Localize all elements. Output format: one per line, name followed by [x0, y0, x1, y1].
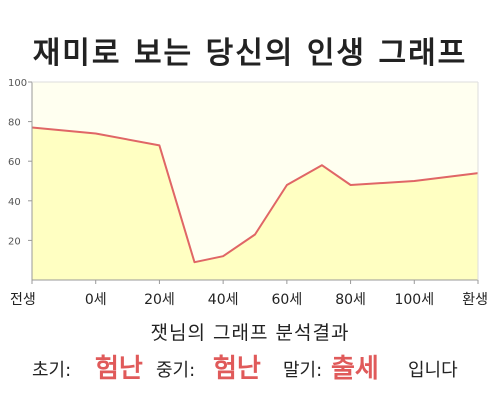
middle-stage-label: 중기:	[156, 360, 196, 381]
y-tick-label: 40	[8, 197, 21, 208]
y-tick-label: 60	[8, 157, 21, 168]
x-tick-label: 0세	[85, 292, 107, 308]
y-tick-label: 100	[8, 78, 27, 89]
early-stage-value: 험난	[95, 354, 143, 384]
x-tick-label: 20세	[144, 292, 175, 308]
x-tick-label: 전생	[10, 292, 36, 308]
x-tick-label: 환생	[462, 292, 488, 308]
analysis-title: 잿님의 그래프 분석결과	[150, 322, 350, 344]
x-tick-label: 60세	[272, 292, 303, 308]
life-graph-chart: 20 40 60 80 100 전생 0세 20세 40세 60세 80세 100세 환생	[8, 78, 488, 308]
x-tick-label: 100세	[394, 292, 434, 308]
late-stage-label: 말기:	[283, 360, 323, 381]
x-tick-label: 40세	[208, 292, 239, 308]
x-tick-label: 80세	[335, 292, 366, 308]
result-suffix: 입니다	[408, 360, 458, 381]
series-line	[31, 126, 479, 264]
late-stage-value: 출세	[331, 354, 379, 384]
analysis-summary: 초기: 험난 중기: 험난 말기: 출세 입니다	[0, 346, 500, 386]
early-stage-label: 초기:	[32, 360, 72, 381]
y-tick-label: 80	[8, 118, 21, 129]
series-area	[32, 127, 478, 280]
chart-title: 재미로 보는 당신의 인생 그래프	[32, 36, 468, 71]
middle-stage-value: 험난	[213, 354, 261, 384]
y-tick-label: 20	[8, 236, 21, 247]
